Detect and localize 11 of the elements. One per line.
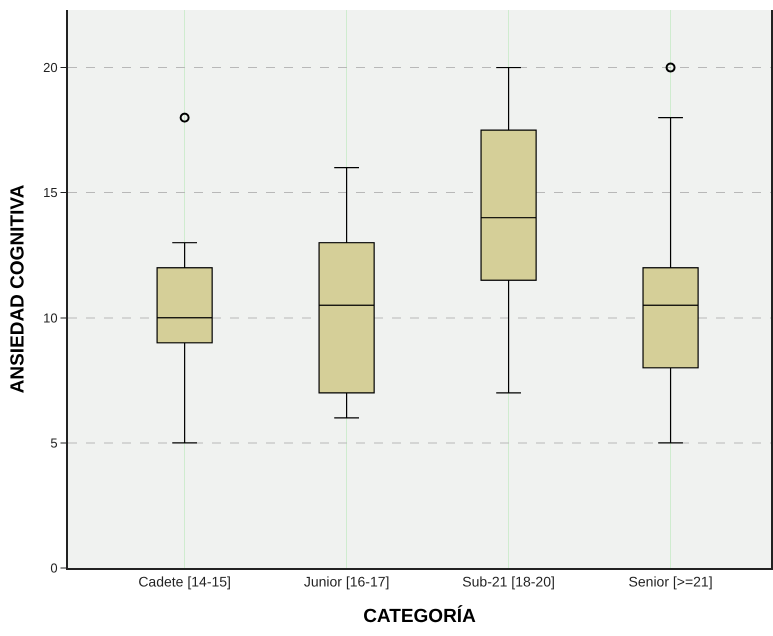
y-axis-title: ANSIEDAD COGNITIVA (8, 184, 29, 394)
y-tick-label: 5 (50, 435, 58, 450)
x-tick-label: Cadete [14-15] (138, 574, 231, 590)
x-tick-label: Sub-21 [18-20] (462, 574, 555, 590)
y-tick-label: 20 (43, 60, 58, 76)
y-tick-label: 10 (43, 310, 58, 326)
x-tick-label: Junior [16-17] (304, 574, 390, 590)
y-tick-label: 15 (43, 185, 58, 200)
x-axis-title: CATEGORÍA (363, 604, 476, 627)
y-tick-label: 0 (50, 560, 58, 576)
x-tick-label: Senior [>=21] (628, 574, 713, 590)
